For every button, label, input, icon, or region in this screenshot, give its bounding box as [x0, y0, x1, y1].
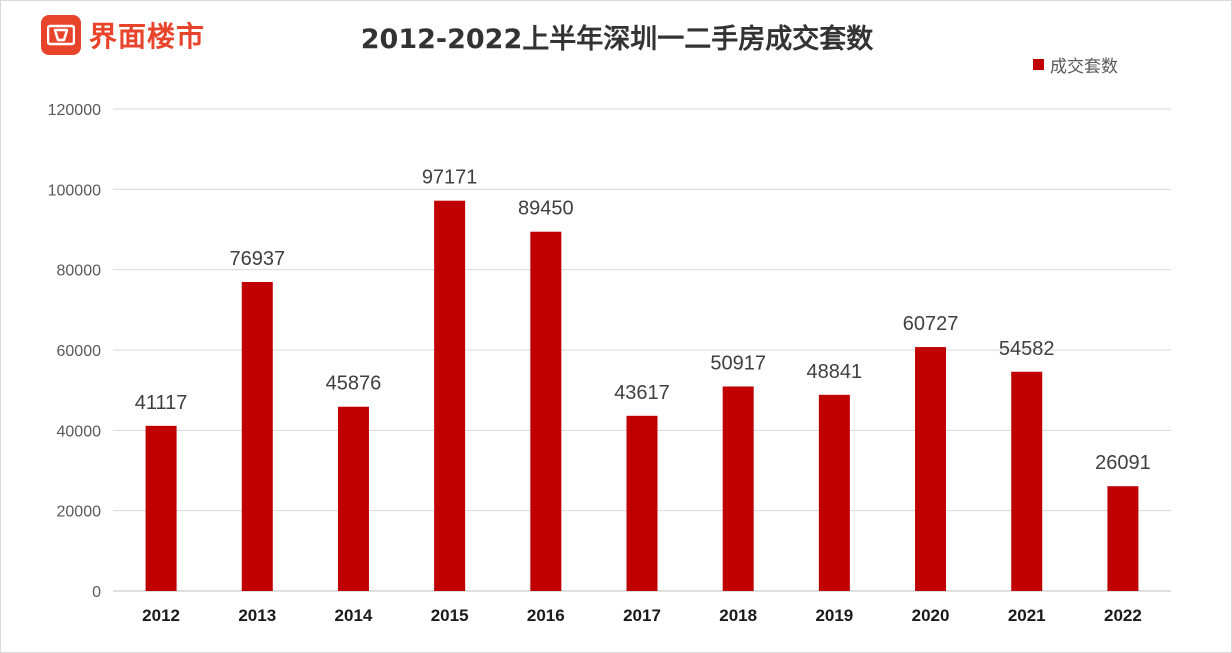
data-label: 50917: [710, 352, 766, 374]
bar: [241, 281, 273, 591]
data-label: 97171: [422, 167, 478, 189]
data-label: 48841: [807, 361, 863, 383]
x-tick-label: 2014: [335, 606, 373, 625]
bar: [434, 200, 466, 592]
y-tick-label: 120000: [48, 102, 101, 119]
x-tick-label: 2022: [1104, 606, 1142, 625]
bar: [626, 415, 658, 591]
bar: [915, 347, 947, 591]
x-tick-label: 2020: [912, 606, 950, 625]
data-labels: 41117 76937 45876 97171 89450 43617 50917 48841…: [135, 167, 1151, 475]
data-label: 26091: [1095, 452, 1151, 474]
bar: [818, 394, 850, 591]
bar: [1011, 371, 1043, 591]
x-tick-label: 2013: [238, 606, 276, 625]
y-tick-label: 20000: [57, 504, 102, 521]
data-label: 54582: [999, 338, 1055, 360]
data-label: 41117: [135, 392, 188, 414]
data-label: 76937: [229, 248, 285, 270]
bar: [530, 231, 562, 591]
legend-label: 成交套数: [1050, 57, 1118, 77]
logo-icon: [41, 15, 81, 55]
x-tick-label: 2017: [623, 606, 661, 625]
y-tick-label: 40000: [57, 423, 102, 440]
y-tick-label: 80000: [57, 263, 102, 280]
chart-legend: 成交套数: [1033, 52, 1118, 77]
y-tick-label: 100000: [48, 182, 101, 199]
chart-title: 2012-2022上半年深圳一二手房成交套数: [360, 24, 874, 55]
bar: [1107, 486, 1139, 591]
brand-name: 界面楼市: [89, 20, 206, 53]
y-tick-label: 0: [92, 584, 101, 601]
brand-logo: 界面楼市: [41, 15, 205, 55]
data-label: 45876: [326, 373, 382, 395]
bars: [145, 200, 1139, 592]
y-axis-ticks: 0 20000 40000 60000 80000 100000 120000: [48, 102, 101, 601]
x-tick-label: 2021: [1008, 606, 1046, 625]
x-tick-label: 2015: [431, 606, 469, 625]
x-tick-label: 2019: [815, 606, 853, 625]
y-tick-label: 60000: [57, 343, 102, 360]
x-tick-label: 2012: [142, 606, 180, 625]
x-axis-ticks: 2012 2013 2014 2015 2016 2017 2018 2019 2020 2021…: [142, 606, 1142, 625]
bar: [145, 425, 177, 591]
legend-swatch: [1033, 59, 1044, 70]
data-label: 60727: [903, 313, 959, 335]
x-tick-label: 2018: [719, 606, 757, 625]
data-label: 43617: [614, 382, 670, 404]
bar: [722, 386, 754, 591]
data-label: 89450: [518, 198, 574, 220]
bar: [337, 406, 369, 591]
x-tick-label: 2016: [527, 606, 565, 625]
